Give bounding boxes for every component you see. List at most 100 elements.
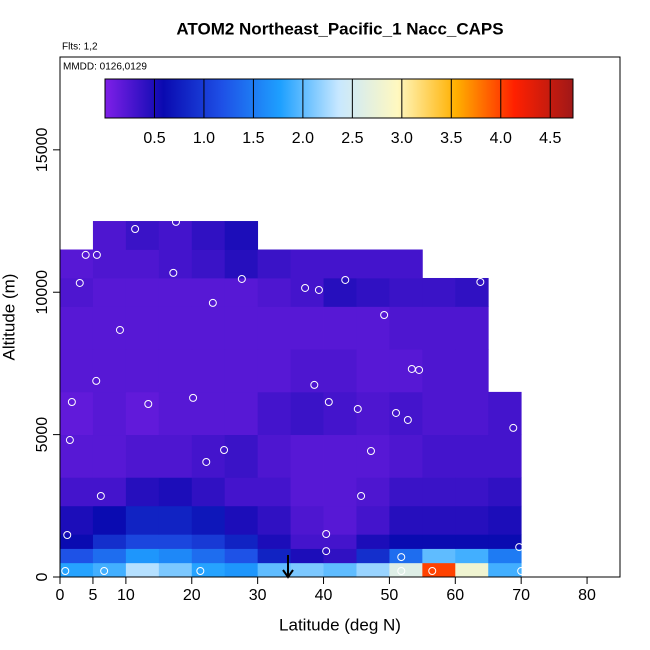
cell bbox=[389, 249, 423, 279]
cell bbox=[60, 349, 94, 393]
observation-point bbox=[65, 436, 74, 445]
cell bbox=[224, 221, 259, 250]
cell bbox=[323, 391, 357, 436]
cell bbox=[422, 548, 456, 564]
x-tick-label: 70 bbox=[512, 587, 530, 604]
cell bbox=[356, 306, 390, 350]
cell bbox=[125, 505, 160, 535]
y-axis-label: Altitude (m) bbox=[0, 274, 18, 361]
cell bbox=[422, 306, 456, 350]
observation-point bbox=[322, 529, 331, 538]
cell bbox=[356, 391, 390, 436]
observation-point bbox=[100, 566, 109, 575]
observation-point bbox=[301, 283, 310, 292]
cell bbox=[323, 349, 357, 393]
observation-point bbox=[509, 423, 518, 432]
cell bbox=[257, 249, 291, 279]
cell bbox=[290, 391, 324, 436]
observation-point bbox=[357, 491, 366, 500]
cell bbox=[323, 249, 357, 279]
cell bbox=[389, 477, 423, 507]
cell bbox=[257, 505, 291, 535]
observation-point bbox=[515, 543, 524, 552]
cell bbox=[455, 306, 489, 350]
cell bbox=[191, 505, 226, 535]
observation-point bbox=[366, 446, 375, 455]
cell bbox=[191, 249, 226, 279]
cell bbox=[92, 505, 127, 535]
cell bbox=[191, 306, 226, 350]
observation-point bbox=[415, 365, 424, 374]
cell bbox=[323, 562, 357, 578]
cell bbox=[257, 477, 291, 507]
cell bbox=[191, 349, 226, 393]
cell bbox=[323, 306, 357, 350]
cell bbox=[92, 562, 127, 578]
cell bbox=[158, 477, 193, 507]
cell bbox=[356, 534, 390, 549]
cell bbox=[191, 277, 226, 307]
colorbar-tick-label: 2.5 bbox=[341, 130, 363, 147]
observation-point bbox=[310, 380, 319, 389]
cell bbox=[92, 391, 127, 436]
cell bbox=[60, 505, 94, 535]
cell bbox=[125, 562, 160, 578]
cell bbox=[158, 562, 193, 578]
cell bbox=[257, 548, 291, 564]
cell bbox=[389, 277, 423, 307]
x-tick-label: 60 bbox=[446, 587, 464, 604]
cell bbox=[257, 391, 291, 436]
cell bbox=[290, 349, 324, 393]
cell bbox=[125, 548, 160, 564]
cell bbox=[92, 534, 127, 549]
cell bbox=[488, 477, 522, 507]
observations bbox=[61, 217, 526, 575]
cell bbox=[125, 306, 160, 350]
cell bbox=[92, 306, 127, 350]
cell bbox=[125, 349, 160, 393]
cell bbox=[455, 434, 489, 478]
observation-point bbox=[75, 278, 84, 287]
cell bbox=[290, 548, 324, 564]
x-axis-label: Latitude (deg N) bbox=[279, 615, 401, 634]
colorbar-tick-label: 3.0 bbox=[391, 130, 413, 147]
observation-point bbox=[63, 530, 72, 539]
cell bbox=[422, 505, 456, 535]
cell bbox=[158, 548, 193, 564]
cell bbox=[356, 505, 390, 535]
colorbar bbox=[104, 78, 574, 119]
cell bbox=[455, 477, 489, 507]
cell bbox=[455, 277, 489, 307]
cell bbox=[290, 277, 324, 307]
colorbar-tick-label: 2.0 bbox=[292, 130, 314, 147]
cell bbox=[60, 548, 94, 564]
cell bbox=[224, 562, 259, 578]
cell bbox=[224, 534, 259, 549]
cell bbox=[389, 562, 423, 578]
chart-title: ATOM2 Northeast_Pacific_1 Nacc_CAPS bbox=[176, 19, 503, 38]
cell bbox=[290, 434, 324, 478]
x-tick-label: 80 bbox=[578, 587, 596, 604]
cell bbox=[356, 477, 390, 507]
cell bbox=[488, 434, 522, 478]
observation-point bbox=[353, 404, 362, 413]
cell bbox=[224, 505, 259, 535]
observation-point bbox=[92, 376, 101, 385]
cell bbox=[488, 391, 522, 436]
cell bbox=[422, 349, 456, 393]
cell bbox=[455, 391, 489, 436]
cell bbox=[323, 434, 357, 478]
x-tick-label: 50 bbox=[381, 587, 399, 604]
heatmap bbox=[60, 221, 522, 578]
cell bbox=[323, 505, 357, 535]
cell bbox=[224, 477, 259, 507]
x-tick-label: 30 bbox=[249, 587, 267, 604]
annotation: Flts: 1,2 bbox=[62, 42, 98, 53]
cell bbox=[257, 306, 291, 350]
observation-point bbox=[324, 398, 333, 407]
observation-point bbox=[314, 285, 323, 294]
cell bbox=[257, 349, 291, 393]
observation-point bbox=[202, 457, 211, 466]
cell bbox=[323, 548, 357, 564]
cell bbox=[356, 434, 390, 478]
